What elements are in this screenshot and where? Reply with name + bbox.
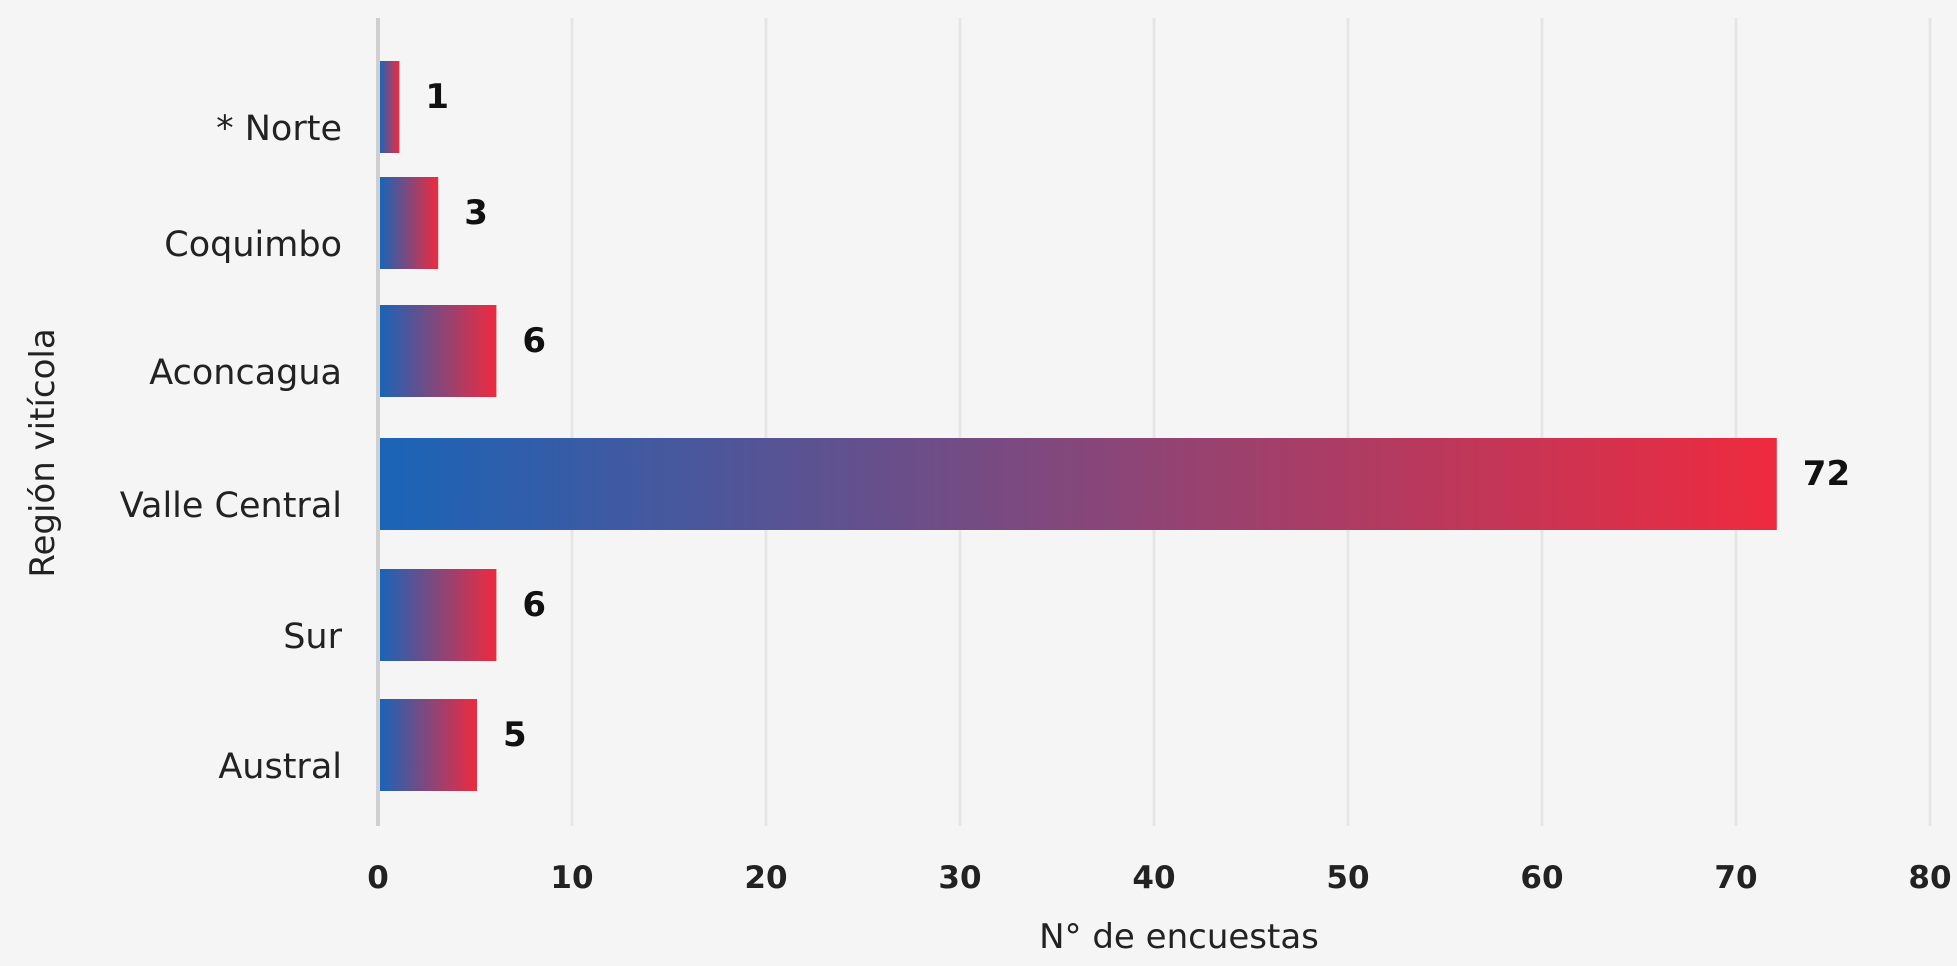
data-label: 5: [503, 715, 527, 755]
y-axis-title: Región vitícola: [23, 328, 63, 577]
x-tick-label: 60: [1520, 860, 1563, 896]
x-tick-label: 30: [938, 860, 981, 896]
x-tick-label: 20: [744, 860, 787, 896]
category-label: * Norte: [216, 109, 342, 149]
category-label: Austral: [218, 747, 342, 787]
bar: [380, 438, 1777, 530]
bar: [380, 569, 497, 661]
data-label: 6: [522, 321, 546, 361]
grid-lines: [570, 18, 1932, 826]
x-tick-labels: 0 10 20 30 40 50 60 70 80: [367, 860, 1951, 896]
x-axis-title: N° de encuestas: [1039, 917, 1319, 957]
bar: [380, 699, 477, 791]
category-label: Aconcagua: [149, 353, 342, 393]
x-tick-label: 10: [550, 860, 593, 896]
data-labels: 1 3 6 72 6 5: [425, 77, 1850, 755]
category-label: Coquimbo: [164, 225, 342, 265]
bar: [380, 177, 439, 269]
data-label: 6: [522, 585, 546, 625]
category-label: Sur: [283, 617, 342, 657]
category-labels: * Norte Coquimbo Aconcagua Valle Central Sur…: [120, 109, 343, 787]
data-label: 1: [425, 77, 449, 117]
x-tick-label: 0: [367, 860, 389, 896]
data-label: 3: [464, 193, 488, 233]
x-tick-label: 50: [1326, 860, 1369, 896]
data-label: 72: [1803, 454, 1850, 494]
bars: [380, 61, 1777, 791]
x-tick-label: 40: [1132, 860, 1175, 896]
bar: [380, 305, 497, 397]
x-tick-label: 70: [1714, 860, 1757, 896]
x-tick-label: 80: [1908, 860, 1951, 896]
bar: [380, 61, 400, 153]
category-label: Valle Central: [120, 486, 342, 526]
